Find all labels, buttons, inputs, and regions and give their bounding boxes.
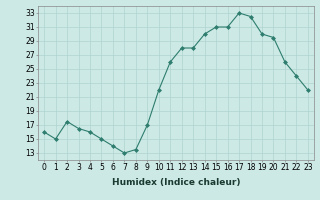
X-axis label: Humidex (Indice chaleur): Humidex (Indice chaleur): [112, 178, 240, 187]
